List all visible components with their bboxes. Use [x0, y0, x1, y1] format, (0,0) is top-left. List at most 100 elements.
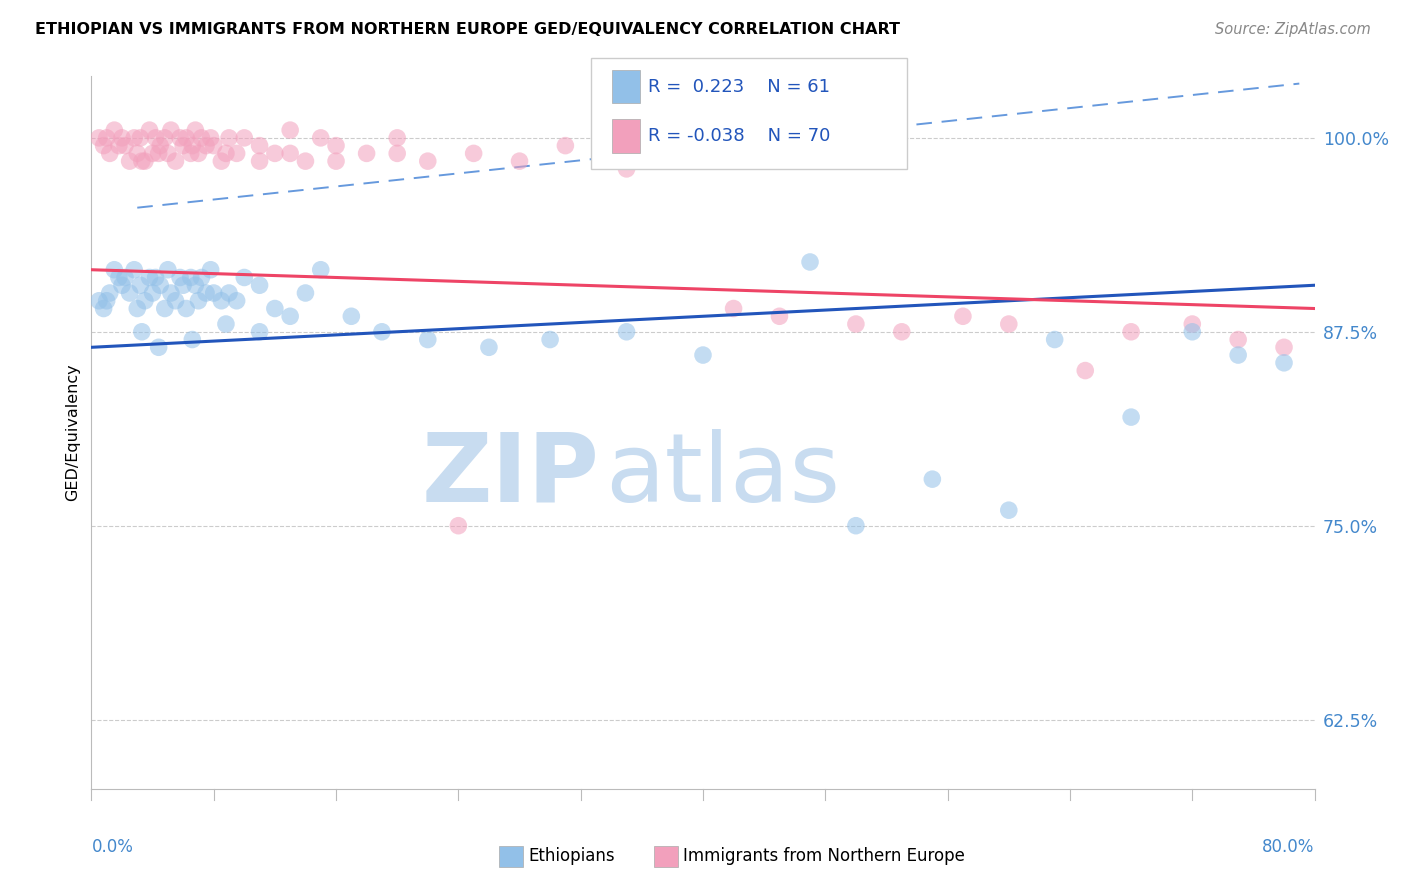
Point	[278, 310, 301, 324]
Point	[692, 348, 714, 362]
Point	[184, 278, 207, 293]
Point	[1181, 325, 1204, 339]
Point	[103, 262, 125, 277]
Point	[200, 131, 222, 145]
Point	[153, 131, 176, 145]
Point	[138, 123, 160, 137]
Point	[845, 317, 868, 331]
Point	[184, 123, 207, 137]
Point	[209, 293, 232, 308]
Point	[98, 146, 121, 161]
Point	[554, 138, 576, 153]
Point	[181, 333, 204, 347]
Point	[463, 146, 485, 161]
Text: 80.0%: 80.0%	[1263, 838, 1315, 856]
Point	[371, 325, 394, 339]
Point	[148, 146, 170, 161]
Point	[249, 278, 271, 293]
Point	[616, 161, 638, 176]
Point	[138, 270, 160, 285]
Text: atlas: atlas	[605, 429, 841, 522]
Point	[325, 154, 347, 169]
Point	[131, 154, 153, 169]
Point	[180, 146, 202, 161]
Point	[148, 340, 170, 354]
Point	[215, 317, 238, 331]
Point	[538, 333, 561, 347]
Point	[385, 146, 409, 161]
Point	[478, 340, 501, 354]
Point	[1181, 317, 1204, 331]
Point	[921, 472, 943, 486]
Point	[202, 285, 225, 300]
Point	[1074, 363, 1097, 377]
Point	[233, 270, 256, 285]
Point	[416, 333, 439, 347]
Point	[174, 131, 197, 145]
Point	[202, 138, 225, 153]
Point	[325, 138, 347, 153]
Point	[165, 293, 187, 308]
Text: 0.0%: 0.0%	[91, 838, 134, 856]
Point	[225, 146, 247, 161]
Point	[890, 325, 912, 339]
Point	[278, 123, 301, 137]
Point	[616, 325, 638, 339]
Text: Immigrants from Northern Europe: Immigrants from Northern Europe	[683, 847, 965, 865]
Point	[1121, 410, 1143, 425]
Point	[149, 138, 172, 153]
Point	[799, 255, 821, 269]
Y-axis label: GED/Equivalency: GED/Equivalency	[65, 364, 80, 501]
Point	[249, 325, 271, 339]
Point	[149, 278, 172, 293]
Point	[169, 270, 191, 285]
Point	[264, 146, 287, 161]
Point	[145, 270, 167, 285]
Point	[127, 146, 149, 161]
Point	[134, 293, 156, 308]
Point	[156, 146, 179, 161]
Point	[195, 285, 218, 300]
Point	[187, 293, 209, 308]
Text: R = -0.038    N = 70: R = -0.038 N = 70	[648, 127, 831, 145]
Point	[200, 262, 222, 277]
Point	[111, 131, 134, 145]
Point	[169, 131, 191, 145]
Point	[118, 285, 141, 300]
Point	[190, 270, 212, 285]
Point	[215, 146, 238, 161]
Point	[96, 131, 118, 145]
Point	[96, 293, 118, 308]
Point	[845, 518, 868, 533]
Point	[509, 154, 531, 169]
Point	[209, 154, 232, 169]
Point	[141, 146, 163, 161]
Point	[249, 154, 271, 169]
Point	[108, 138, 131, 153]
Point	[661, 146, 683, 161]
Point	[172, 138, 194, 153]
Point	[98, 285, 121, 300]
Point	[141, 285, 163, 300]
Point	[1272, 356, 1295, 370]
Point	[225, 293, 247, 308]
Point	[356, 146, 378, 161]
Text: Ethiopians: Ethiopians	[529, 847, 616, 865]
Point	[180, 270, 202, 285]
Point	[114, 138, 136, 153]
Point	[111, 278, 134, 293]
Point	[340, 310, 363, 324]
Point	[249, 138, 271, 153]
Point	[1043, 333, 1066, 347]
Point	[768, 310, 790, 324]
Point	[952, 310, 974, 324]
Point	[385, 131, 409, 145]
Point	[187, 146, 209, 161]
Point	[103, 123, 125, 137]
Text: ETHIOPIAN VS IMMIGRANTS FROM NORTHERN EUROPE GED/EQUIVALENCY CORRELATION CHART: ETHIOPIAN VS IMMIGRANTS FROM NORTHERN EU…	[35, 22, 900, 37]
Text: R =  0.223    N = 61: R = 0.223 N = 61	[648, 78, 830, 95]
Point	[160, 123, 183, 137]
Point	[153, 301, 176, 316]
Point	[127, 301, 149, 316]
Point	[122, 262, 145, 277]
